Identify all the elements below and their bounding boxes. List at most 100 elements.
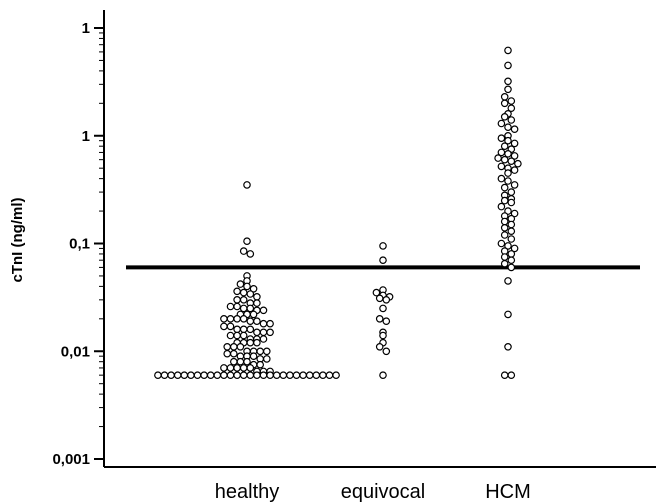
data-point-equivocal: [379, 331, 387, 340]
data-point-healthy: [220, 322, 228, 331]
data-point-hcm: [507, 235, 516, 243]
data-point-hcm: [504, 46, 512, 55]
data-point-hcm: [507, 188, 516, 196]
data-point-hcm: [504, 342, 512, 351]
data-point-healthy: [230, 342, 238, 351]
data-point-hcm: [504, 169, 512, 177]
data-point-healthy: [220, 371, 228, 380]
data-point-healthy: [233, 331, 241, 340]
data-point-healthy: [187, 371, 195, 380]
data-point-healthy: [213, 371, 222, 380]
data-point-equivocal: [379, 242, 387, 250]
data-point-healthy: [249, 310, 258, 319]
data-point-healthy: [292, 371, 301, 380]
data-point-hcm: [507, 256, 516, 265]
data-point-healthy: [239, 288, 248, 297]
data-point-healthy: [246, 290, 255, 298]
data-point-hcm: [500, 113, 509, 121]
data-point-healthy: [226, 331, 235, 340]
data-point-hcm: [507, 371, 516, 380]
data-point-equivocal: [375, 314, 384, 323]
data-point-healthy: [253, 299, 261, 307]
data-point-equivocal: [382, 317, 391, 326]
data-point-hcm: [507, 250, 516, 258]
data-point-hcm: [500, 183, 509, 192]
data-point-equivocal: [382, 295, 391, 304]
data-point-healthy: [239, 247, 248, 255]
data-point-healthy: [233, 371, 241, 380]
data-point-healthy: [246, 317, 255, 326]
data-point-healthy: [160, 371, 169, 380]
data-point-healthy: [262, 347, 271, 356]
data-point-hcm: [504, 150, 512, 158]
data-point-healthy: [236, 280, 245, 288]
data-point-hcm: [500, 371, 509, 380]
data-point-healthy: [239, 304, 248, 313]
category-label-hcm: HCM: [485, 481, 531, 503]
data-point-healthy: [200, 371, 208, 380]
data-point-hcm: [500, 155, 509, 164]
data-point-hcm: [504, 242, 512, 250]
data-point-healthy: [236, 342, 245, 351]
data-point-healthy: [266, 328, 274, 337]
data-point-hcm: [500, 196, 509, 205]
data-point-hcm: [504, 177, 512, 185]
data-point-hcm: [507, 263, 516, 272]
data-point-healthy: [246, 338, 255, 347]
data-point-healthy: [253, 292, 261, 301]
data-point-healthy: [233, 364, 241, 372]
y-tick-label: 1: [82, 20, 90, 37]
data-point-hcm: [514, 159, 522, 168]
y-ticks: 0,001 0,01 0,1 1 1: [52, 20, 104, 468]
data-point-healthy: [332, 371, 340, 380]
data-point-hcm: [510, 125, 519, 134]
data-point-hcm: [504, 123, 512, 132]
data-point-hcm: [507, 227, 516, 236]
data-point-healthy: [239, 364, 248, 372]
data-point-hcm: [497, 134, 506, 143]
data-point-healthy: [206, 371, 215, 380]
data-point-hcm: [507, 220, 516, 229]
data-point-healthy: [266, 371, 274, 380]
data-point-healthy: [154, 371, 162, 380]
data-point-hcm: [510, 166, 519, 174]
data-point-hcm: [497, 174, 506, 183]
data-point-healthy: [226, 371, 235, 380]
data-point-hcm: [500, 231, 509, 239]
data-points: [154, 46, 522, 380]
data-point-healthy: [180, 371, 189, 380]
data-point-healthy: [239, 314, 248, 323]
data-point-healthy: [256, 347, 265, 356]
data-point-equivocal: [379, 304, 387, 313]
data-point-hcm: [507, 157, 516, 166]
data-point-equivocal: [375, 294, 384, 303]
data-point-healthy: [233, 287, 241, 296]
data-point-equivocal: [382, 347, 391, 356]
category-label-equivocal: equivocal: [341, 481, 426, 503]
data-point-hcm: [504, 77, 512, 86]
data-point-healthy: [272, 371, 281, 380]
data-point-hcm: [497, 202, 506, 211]
y-axis-title: cTnI (ng/ml): [9, 198, 26, 283]
data-point-healthy: [325, 371, 334, 380]
data-point-hcm: [497, 239, 506, 248]
data-point-healthy: [256, 360, 265, 369]
data-point-healthy: [279, 371, 288, 380]
data-point-healthy: [173, 371, 182, 380]
data-point-hcm: [500, 99, 509, 108]
data-point-healthy: [226, 364, 235, 372]
data-point-hcm: [504, 85, 512, 94]
data-point-healthy: [226, 314, 235, 323]
data-point-hcm: [500, 253, 509, 261]
data-point-healthy: [243, 282, 251, 291]
data-point-healthy: [233, 325, 241, 334]
data-point-healthy: [246, 250, 255, 258]
data-point-healthy: [233, 295, 241, 304]
data-point-healthy: [246, 364, 255, 372]
data-point-hcm: [507, 198, 516, 207]
data-point-equivocal: [372, 288, 381, 297]
data-point-healthy: [243, 237, 251, 246]
data-point-healthy: [312, 371, 321, 380]
data-point-healthy: [266, 319, 274, 328]
data-point-healthy: [239, 295, 248, 304]
